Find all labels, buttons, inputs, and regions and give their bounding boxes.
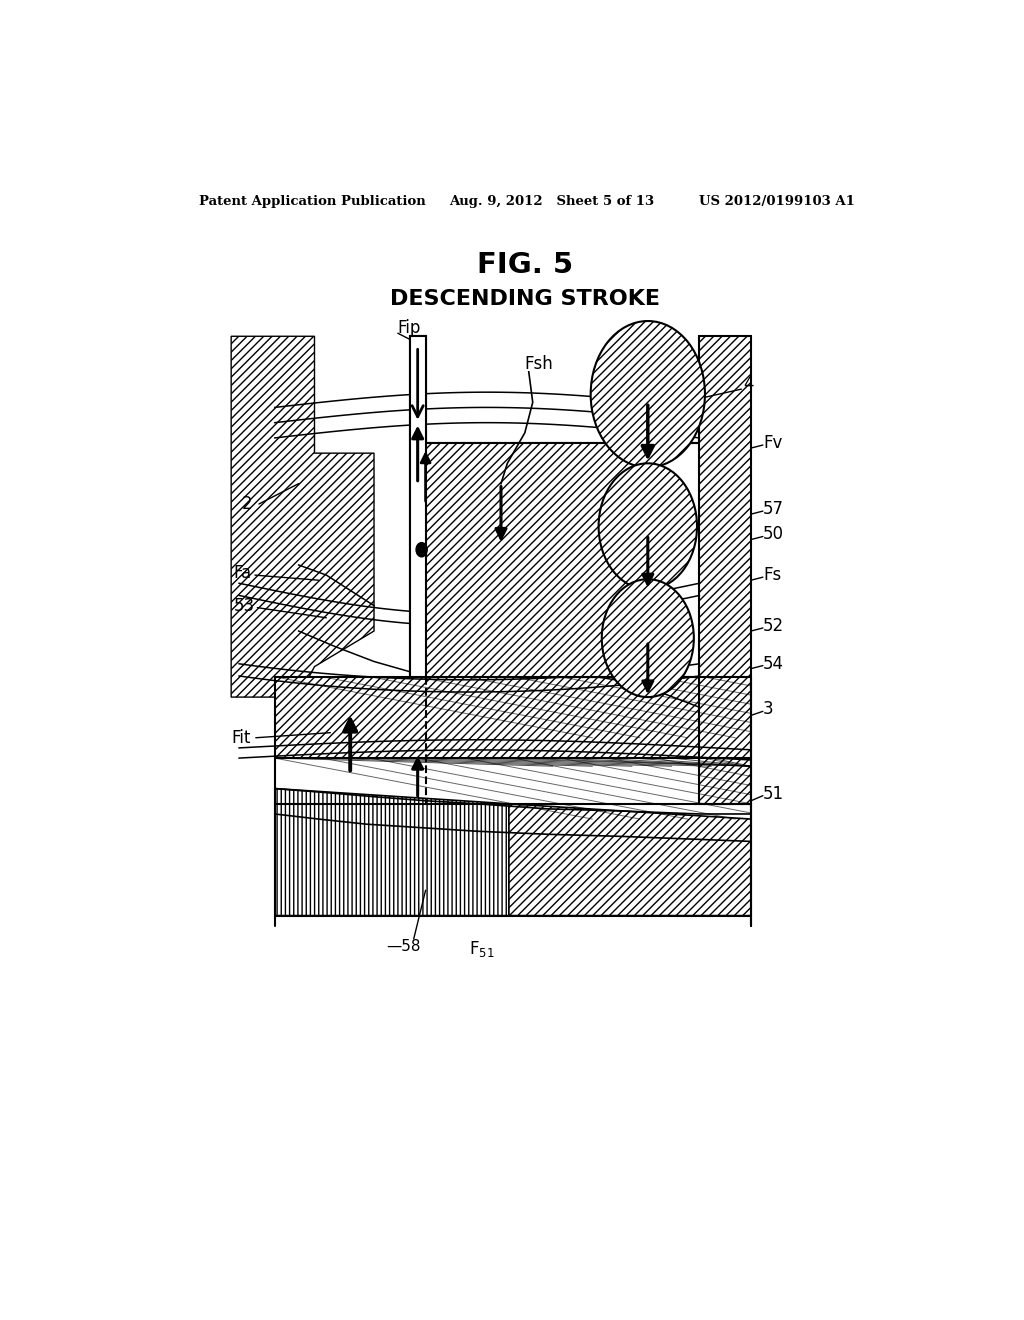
Text: Aug. 9, 2012   Sheet 5 of 13: Aug. 9, 2012 Sheet 5 of 13 <box>450 194 654 207</box>
Polygon shape <box>410 337 426 677</box>
Polygon shape <box>699 337 751 804</box>
Text: DESCENDING STROKE: DESCENDING STROKE <box>390 289 659 309</box>
Text: 57: 57 <box>763 500 784 517</box>
Text: Patent Application Publication: Patent Application Publication <box>200 194 426 207</box>
Text: Fs: Fs <box>763 566 781 585</box>
Text: Fa: Fa <box>233 564 252 582</box>
Text: Fip: Fip <box>397 319 421 337</box>
Text: 53: 53 <box>233 597 255 615</box>
Text: F$_{51}$: F$_{51}$ <box>469 939 495 960</box>
Text: 54: 54 <box>763 655 784 673</box>
Polygon shape <box>274 788 509 916</box>
Circle shape <box>591 321 705 467</box>
Polygon shape <box>509 804 751 916</box>
Text: Fit: Fit <box>231 729 251 747</box>
Text: 3: 3 <box>763 701 773 718</box>
Text: Fv: Fv <box>763 434 782 451</box>
Polygon shape <box>274 677 751 758</box>
Text: —58: —58 <box>386 939 421 953</box>
Text: 52: 52 <box>763 616 784 635</box>
Text: 50: 50 <box>763 525 784 544</box>
Circle shape <box>602 579 694 697</box>
Text: US 2012/0199103 A1: US 2012/0199103 A1 <box>699 194 855 207</box>
Circle shape <box>599 463 697 589</box>
Polygon shape <box>422 444 644 677</box>
Polygon shape <box>231 337 374 697</box>
Text: Fsh: Fsh <box>524 355 554 372</box>
Circle shape <box>416 543 427 557</box>
Text: 2: 2 <box>242 495 252 513</box>
Text: 51: 51 <box>763 784 784 803</box>
Text: FIG. 5: FIG. 5 <box>477 251 572 279</box>
Text: 4: 4 <box>743 375 754 393</box>
